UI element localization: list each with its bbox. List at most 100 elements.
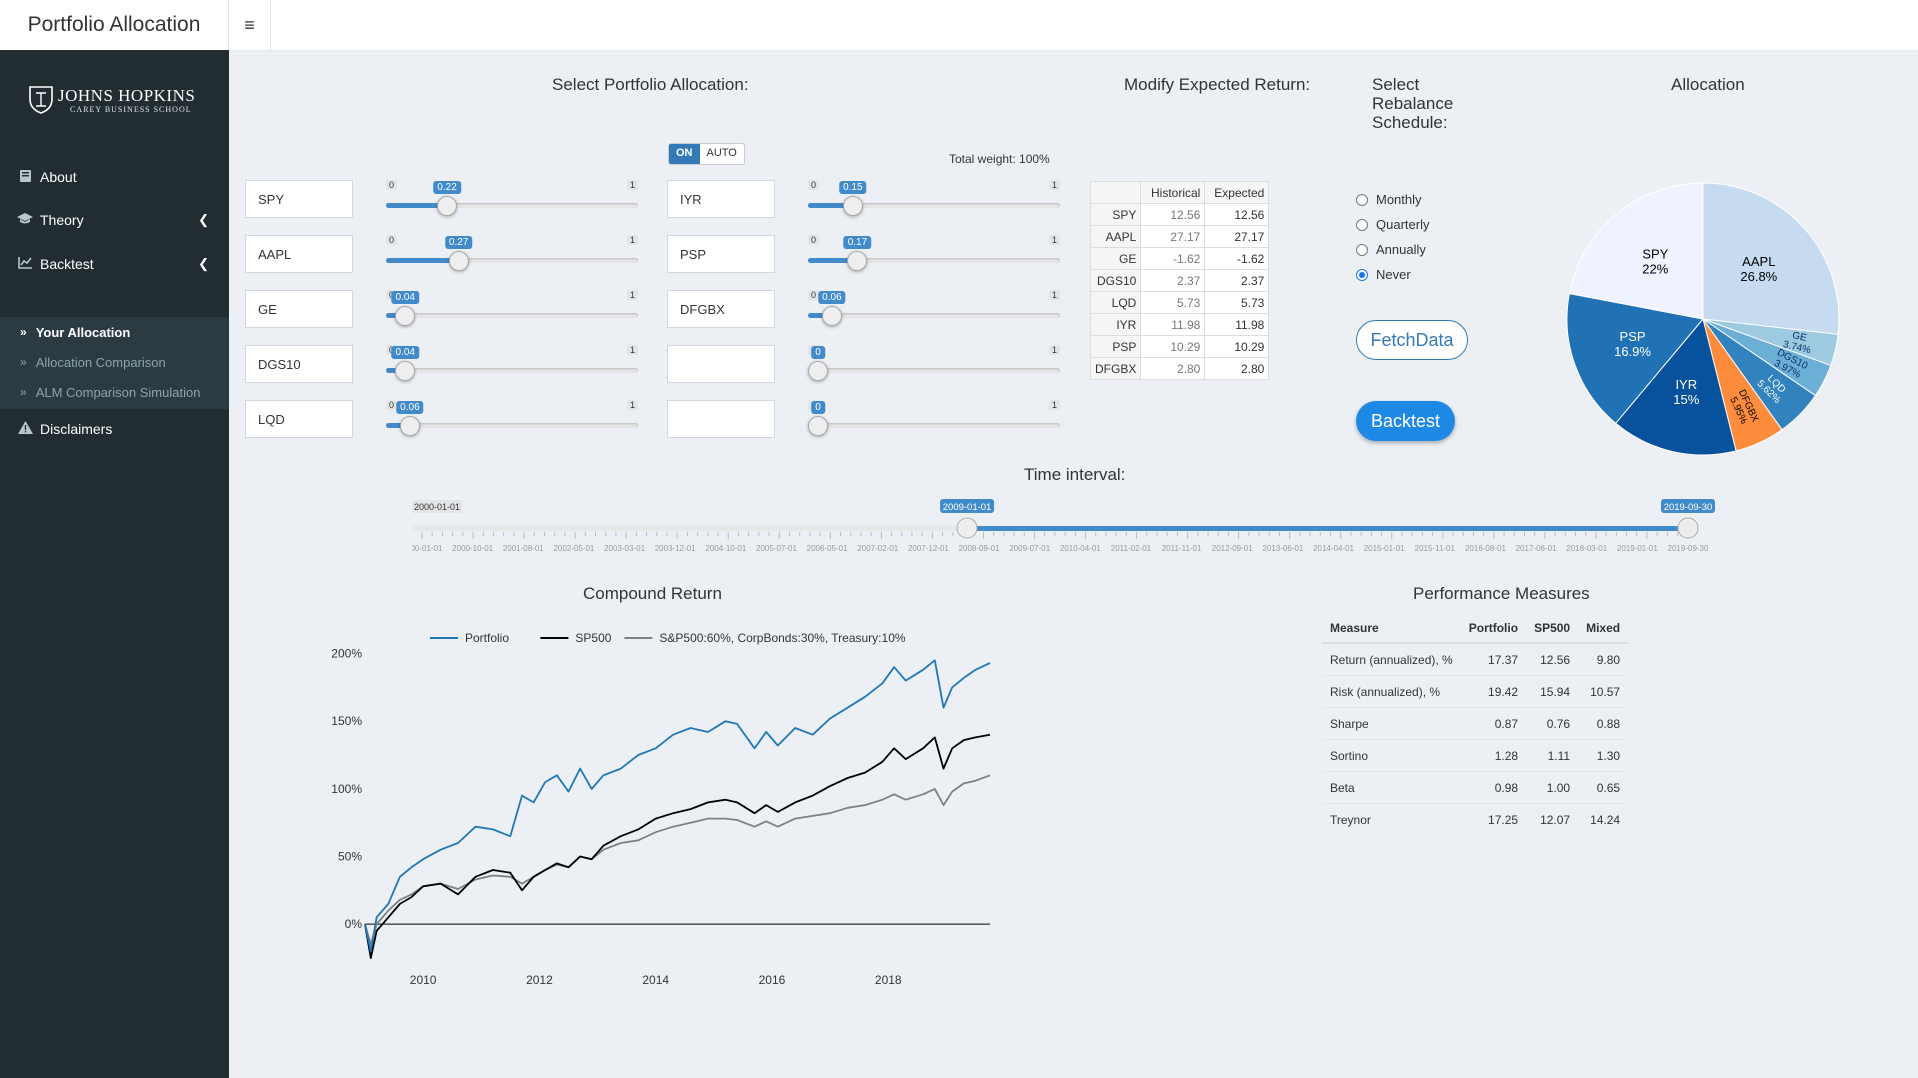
sidebar-subitem-alm-comparison[interactable]: » ALM Comparison Simulation <box>0 377 229 407</box>
slider-track[interactable] <box>808 368 1060 373</box>
rebalance-option-monthly[interactable]: Monthly <box>1356 192 1422 207</box>
slider-min-label: 0 <box>386 345 398 355</box>
slider-handle[interactable] <box>395 306 416 326</box>
sidebar-subitem-your-allocation[interactable]: » Your Allocation <box>0 317 229 347</box>
pie-slice-psp[interactable] <box>1566 292 1704 424</box>
time-interval-title: Time interval: <box>1024 465 1126 484</box>
weight-slider[interactable]: 010.04 <box>386 288 638 332</box>
table-header: Expected <box>1204 181 1270 204</box>
slider-track[interactable] <box>386 258 638 263</box>
slider-track[interactable] <box>386 423 638 428</box>
switch-auto-label[interactable]: AUTO <box>706 147 737 159</box>
slider-track[interactable] <box>808 423 1060 428</box>
allocation-mode-switch[interactable]: ON AUTO <box>668 143 745 165</box>
rebalance-option-quarterly[interactable]: Quarterly <box>1356 217 1429 232</box>
time-tick-label: 2017-06-01 <box>1516 544 1557 553</box>
sidebar-item-theory[interactable]: Theory ❮ <box>0 200 229 240</box>
measure-name: Treynor <box>1322 803 1461 835</box>
expected-return-cell[interactable]: 12.56 <box>1204 203 1270 226</box>
ticker-input[interactable]: IYR <box>667 180 775 218</box>
weight-slider[interactable]: 0 1 0.06 <box>808 288 1060 332</box>
ticker-input[interactable]: PSP <box>667 235 775 273</box>
expected-return-cell[interactable]: 10.29 <box>1204 335 1270 358</box>
slider-handle[interactable] <box>847 251 868 271</box>
legend-item[interactable]: SP500 <box>540 631 612 645</box>
pie-slice-spy[interactable] <box>1568 182 1704 320</box>
sidebar-item-label: Backtest <box>40 256 94 272</box>
time-start-handle[interactable] <box>956 517 978 539</box>
rebalance-title-line: Schedule: <box>1372 113 1448 132</box>
fetch-data-button[interactable]: FetchData <box>1356 320 1468 360</box>
slider-handle[interactable] <box>399 416 420 436</box>
sidebar-item-backtest[interactable]: Backtest ❮ <box>0 244 229 284</box>
slider-track[interactable] <box>386 313 638 318</box>
weight-slider[interactable]: 010 <box>808 343 1060 387</box>
table-row: LQD 5.73 5.73 <box>1089 291 1270 314</box>
ticker-input[interactable]: GE <box>245 290 353 328</box>
weight-slider[interactable]: 0 1 0.06 <box>386 398 638 442</box>
slider-value: 0.27 <box>444 236 473 249</box>
rebalance-option-annually[interactable]: Annually <box>1356 242 1426 257</box>
radio-button[interactable] <box>1356 243 1368 256</box>
ticker-input[interactable]: DFGBX <box>667 290 775 328</box>
weight-slider[interactable]: 010 <box>808 398 1060 442</box>
legend-item[interactable]: Portfolio <box>430 631 509 645</box>
weight-slider[interactable]: 0 1 0.22 <box>386 178 638 222</box>
time-end-handle[interactable] <box>1677 517 1699 539</box>
pie-slice-aapl[interactable] <box>1702 182 1840 335</box>
radio-label: Annually <box>1376 242 1426 257</box>
pie-slice-iyr[interactable] <box>1615 317 1737 456</box>
expected-return-cell[interactable]: 27.17 <box>1204 225 1270 248</box>
radio-button[interactable] <box>1356 218 1368 231</box>
ticker-input[interactable]: SPY <box>245 180 353 218</box>
weight-slider[interactable]: 010.04 <box>386 343 638 387</box>
time-interval-slider[interactable]: 2000-01-01 2000-10-01 2001-08-01 2002-05-01… <box>412 498 1728 558</box>
expected-return-cell[interactable]: -1.62 <box>1204 247 1270 270</box>
slider-handle[interactable] <box>448 251 469 271</box>
slider-handle[interactable] <box>437 196 458 216</box>
slider-track[interactable] <box>808 258 1060 263</box>
switch-on-label[interactable]: ON <box>669 144 700 164</box>
slider-handle[interactable] <box>808 361 828 381</box>
backtest-button[interactable]: Backtest <box>1356 401 1455 441</box>
ticker-input[interactable] <box>667 400 775 438</box>
ticker-input[interactable] <box>667 345 775 383</box>
expected-return-cell[interactable]: 5.73 <box>1204 291 1270 314</box>
historical-return: 12.56 <box>1140 203 1206 226</box>
ticker-input[interactable]: DGS10 <box>245 345 353 383</box>
expected-return-cell[interactable]: 2.80 <box>1204 357 1270 380</box>
measure-name: Risk (annualized), % <box>1322 675 1461 708</box>
sidebar-subitem-allocation-comparison[interactable]: » Allocation Comparison <box>0 347 229 377</box>
weight-slider[interactable]: 0 1 0.27 <box>386 233 638 277</box>
historical-return: -1.62 <box>1140 247 1206 270</box>
slider-track[interactable] <box>386 368 638 373</box>
slider-handle[interactable] <box>842 196 863 216</box>
expected-return-cell[interactable]: 2.37 <box>1204 269 1270 292</box>
radio-button[interactable] <box>1356 193 1368 206</box>
weight-slider[interactable]: 0 1 0.17 <box>808 233 1060 277</box>
ticker-input[interactable]: LQD <box>245 400 353 438</box>
slider-track[interactable] <box>808 313 1060 318</box>
weight-slider[interactable]: 0 1 0.15 <box>808 178 1060 222</box>
pie-label-name: IYR <box>1675 377 1697 392</box>
ticker-input[interactable]: AAPL <box>245 235 353 273</box>
sidebar-item-about[interactable]: About <box>0 157 229 197</box>
slider-handle[interactable] <box>808 416 828 436</box>
slider-track[interactable] <box>808 203 1060 208</box>
slider-handle[interactable] <box>821 306 842 326</box>
time-tick-label: 2004-10-01 <box>705 544 746 553</box>
sidebar-toggle-button[interactable]: ≡ <box>229 0 271 50</box>
slider-track[interactable] <box>386 203 638 208</box>
time-end-bubble: 2019-09-30 <box>1661 499 1715 513</box>
sidebar-item-disclaimers[interactable]: Disclaimers <box>0 409 229 449</box>
sidebar-item-label: Disclaimers <box>40 421 113 437</box>
slider-fill <box>808 313 832 318</box>
slider-handle[interactable] <box>395 361 416 381</box>
radio-button[interactable] <box>1356 268 1368 281</box>
rebalance-option-never[interactable]: Never <box>1356 267 1411 282</box>
expected-return-cell[interactable]: 11.98 <box>1204 313 1270 336</box>
slider-max-label: 1 <box>1048 180 1060 190</box>
legend-item[interactable]: S&P500:60%, CorpBonds:30%, Treasury:10% <box>624 631 906 645</box>
